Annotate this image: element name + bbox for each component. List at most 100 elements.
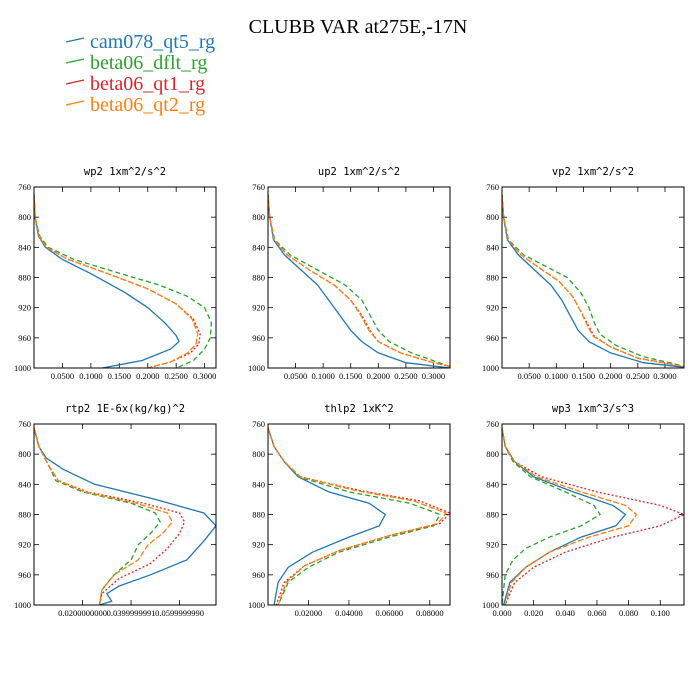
x-tick-label: 0.3000	[653, 371, 676, 381]
x-tick-label: 0.0399999991	[107, 608, 156, 618]
legend-label: cam078_qt5_rg	[90, 31, 215, 53]
x-tick-label: 0.2500	[165, 371, 188, 381]
y-tick-label: 920	[486, 540, 499, 550]
legend: cam078_qt5_rgbeta06_dflt_rgbeta06_qt1_rg…	[65, 31, 215, 116]
y-tick-label: 880	[252, 510, 265, 520]
y-tick-label: 840	[486, 242, 499, 252]
series-line-beta06_dflt_rg	[268, 194, 450, 368]
chart-panel: wp2 1xm^2/s^2 760 800 840 880 920 960 1000 0.050…	[14, 166, 217, 381]
y-tick-label: 800	[252, 212, 265, 222]
chart-panel: up2 1xm^2/s^2 760 800 840 880 920 960 1000 0.050…	[248, 166, 451, 381]
x-tick-label: 0.1500	[339, 371, 362, 381]
x-tick-label: 0.100	[651, 608, 670, 618]
legend-swatch	[65, 79, 85, 85]
x-tick-label: 0.080	[619, 608, 638, 618]
chart-panel: rtp2 1E-6x(kg/kg)^2 760 800 840 880 920 960 100…	[14, 403, 217, 618]
legend-swatch	[65, 100, 85, 106]
x-tick-label: 0.0500	[284, 371, 307, 381]
y-tick-label: 800	[18, 212, 31, 222]
legend-label: beta06_qt2_rg	[90, 94, 205, 116]
plot-frame	[267, 186, 451, 369]
y-tick-label: 800	[252, 449, 265, 459]
series-line-beta06_dflt_rg	[502, 194, 684, 368]
series-line-beta06_qt2_rg	[34, 427, 174, 605]
panel-title: up2 1xm^2/s^2	[318, 166, 400, 178]
x-tick-label: 0.1500	[572, 371, 595, 381]
y-tick-label: 1000	[14, 363, 31, 373]
plot-frame	[33, 423, 217, 606]
panel-title: wp2 1xm^2/s^2	[84, 166, 166, 178]
y-tick-label: 760	[486, 419, 499, 429]
chart-panel: vp2 1xm^2/s^2 760 800 840 880 920 960 1000 0.050…	[482, 166, 685, 381]
series-line-beta06_qt2_rg	[268, 427, 448, 605]
plot-frame	[267, 423, 451, 606]
y-tick-label: 840	[486, 479, 499, 489]
y-tick-label: 760	[252, 182, 265, 192]
series-line-beta06_dflt_rg	[502, 427, 602, 605]
series-line-cam078_qt5_rg	[34, 427, 216, 605]
y-tick-label: 960	[486, 570, 499, 580]
y-tick-label: 920	[252, 303, 265, 313]
y-tick-label: 960	[486, 333, 499, 343]
panel-title: wp3 1xm^3/s^3	[552, 403, 634, 415]
x-tick-label: 0.1000	[311, 371, 334, 381]
x-tick-label: 0.02000	[295, 608, 323, 618]
x-tick-label: 0.0500	[51, 371, 74, 381]
y-tick-label: 840	[18, 479, 31, 489]
plot-frame	[501, 186, 685, 369]
chart-panel: thlp2 1xK^2 760 800 840 880 920 960 1000 0.02000…	[248, 403, 451, 618]
x-tick-label: 0.1000	[79, 371, 102, 381]
legend-swatch	[65, 37, 85, 43]
legend-label: beta06_qt1_rg	[90, 73, 205, 95]
y-tick-label: 880	[252, 273, 265, 283]
y-tick-label: 760	[18, 419, 31, 429]
y-tick-label: 1000	[248, 363, 265, 373]
x-tick-label: 0.1500	[108, 371, 131, 381]
y-tick-label: 1000	[14, 600, 31, 610]
y-tick-label: 960	[252, 333, 265, 343]
y-tick-label: 920	[18, 303, 31, 313]
series-line-beta06_qt2_rg	[502, 194, 684, 368]
y-tick-label: 960	[252, 570, 265, 580]
y-tick-label: 840	[252, 479, 265, 489]
y-tick-label: 800	[486, 449, 499, 459]
x-tick-label: 0.06000	[376, 608, 404, 618]
panels: wp2 1xm^2/s^2 760 800 840 880 920 960 1000 0.050…	[14, 166, 685, 618]
series-line-beta06_qt2_rg	[502, 427, 638, 605]
y-tick-label: 1000	[482, 600, 499, 610]
y-tick-label: 960	[18, 333, 31, 343]
x-tick-label: 0.3000	[422, 371, 445, 381]
y-tick-label: 760	[486, 182, 499, 192]
y-tick-label: 1000	[248, 600, 265, 610]
x-tick-label: 0.3000	[193, 371, 216, 381]
series-line-beta06_qt1_rg	[34, 427, 186, 605]
y-tick-label: 760	[18, 182, 31, 192]
x-tick-label: 0.04000	[335, 608, 363, 618]
panel-title: thlp2 1xK^2	[324, 403, 394, 415]
panel-title: vp2 1xm^2/s^2	[552, 166, 634, 178]
y-tick-label: 800	[18, 449, 31, 459]
y-tick-label: 840	[18, 242, 31, 252]
x-tick-label: 0.2000	[599, 371, 622, 381]
figure-title: CLUBB VAR at275E,-17N	[249, 16, 468, 38]
x-tick-label: 0.020	[524, 608, 543, 618]
y-tick-label: 880	[486, 510, 499, 520]
legend-swatch	[65, 58, 85, 64]
y-tick-label: 920	[252, 540, 265, 550]
chart-panel: wp3 1xm^3/s^3 760 800 840 880 920 960 10000.000…	[482, 403, 685, 618]
plot-frame	[33, 186, 217, 369]
x-tick-label: 0.000	[492, 608, 511, 618]
y-tick-label: 800	[486, 212, 499, 222]
y-tick-label: 880	[18, 273, 31, 283]
legend-label: beta06_dflt_rg	[90, 52, 207, 74]
x-tick-label: 0.040	[556, 608, 575, 618]
y-tick-label: 880	[18, 510, 31, 520]
x-tick-label: 0.0500	[517, 371, 540, 381]
y-tick-label: 960	[18, 570, 31, 580]
y-tick-label: 880	[486, 273, 499, 283]
plot-frame	[501, 423, 685, 606]
panel-title: rtp2 1E-6x(kg/kg)^2	[65, 403, 185, 415]
x-tick-label: 0.08000	[416, 608, 444, 618]
